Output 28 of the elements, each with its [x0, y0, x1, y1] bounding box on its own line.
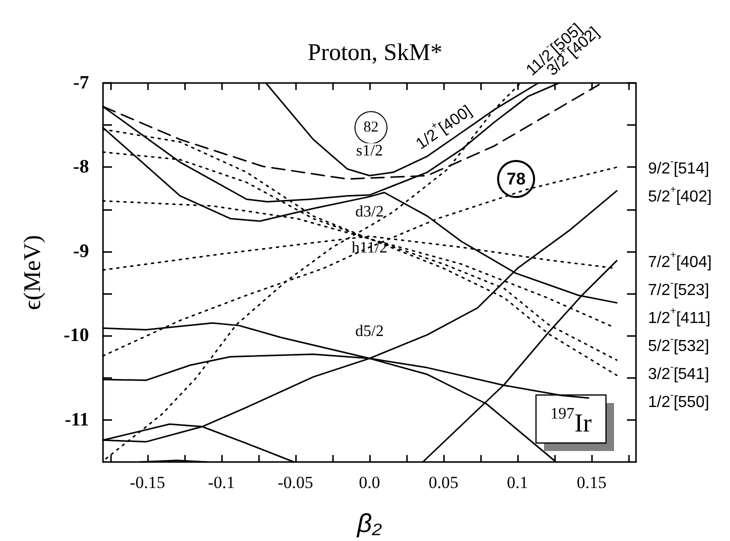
- chart-title: Proton, SkM*: [308, 40, 442, 66]
- annotation: d5/2: [355, 322, 384, 340]
- annotation: 1/2-[550]: [648, 390, 710, 412]
- annotation: 1/2+[411]: [648, 306, 710, 328]
- x-tick-label: -0.05: [278, 473, 314, 492]
- annotation: 7/2-[523]: [648, 278, 710, 300]
- x-tick-label: 0.05: [428, 473, 458, 492]
- y-axis-title: ϵ(MeV): [20, 234, 46, 310]
- annotation: 5/2+[402]: [648, 184, 712, 206]
- x-tick-label: 0.1: [506, 473, 528, 492]
- y-tick-label: -11: [64, 409, 89, 430]
- annotation: 5/2-[532]: [648, 334, 710, 356]
- y-tick-label: -9: [73, 240, 89, 262]
- annotation: 82: [363, 120, 378, 136]
- x-tick-label: 0.0: [358, 473, 380, 492]
- x-tick-label: 0.15: [576, 473, 606, 492]
- annotation: 9/2-[514]: [648, 156, 710, 178]
- x-tick-label: -0.1: [208, 473, 235, 492]
- annotation: 3/2-[541]: [648, 362, 710, 384]
- annotation: 78: [506, 170, 526, 189]
- x-tick-label: -0.15: [130, 473, 166, 492]
- y-tick-label: -7: [73, 72, 90, 94]
- annotation: 7/2+[404]: [648, 250, 712, 272]
- y-tick-label: -8: [73, 156, 89, 178]
- annotation: d3/2: [355, 203, 384, 220]
- annotation: s1/2: [356, 142, 383, 160]
- y-tick-label: -10: [64, 325, 89, 346]
- x-axis-title: β₂: [356, 508, 382, 538]
